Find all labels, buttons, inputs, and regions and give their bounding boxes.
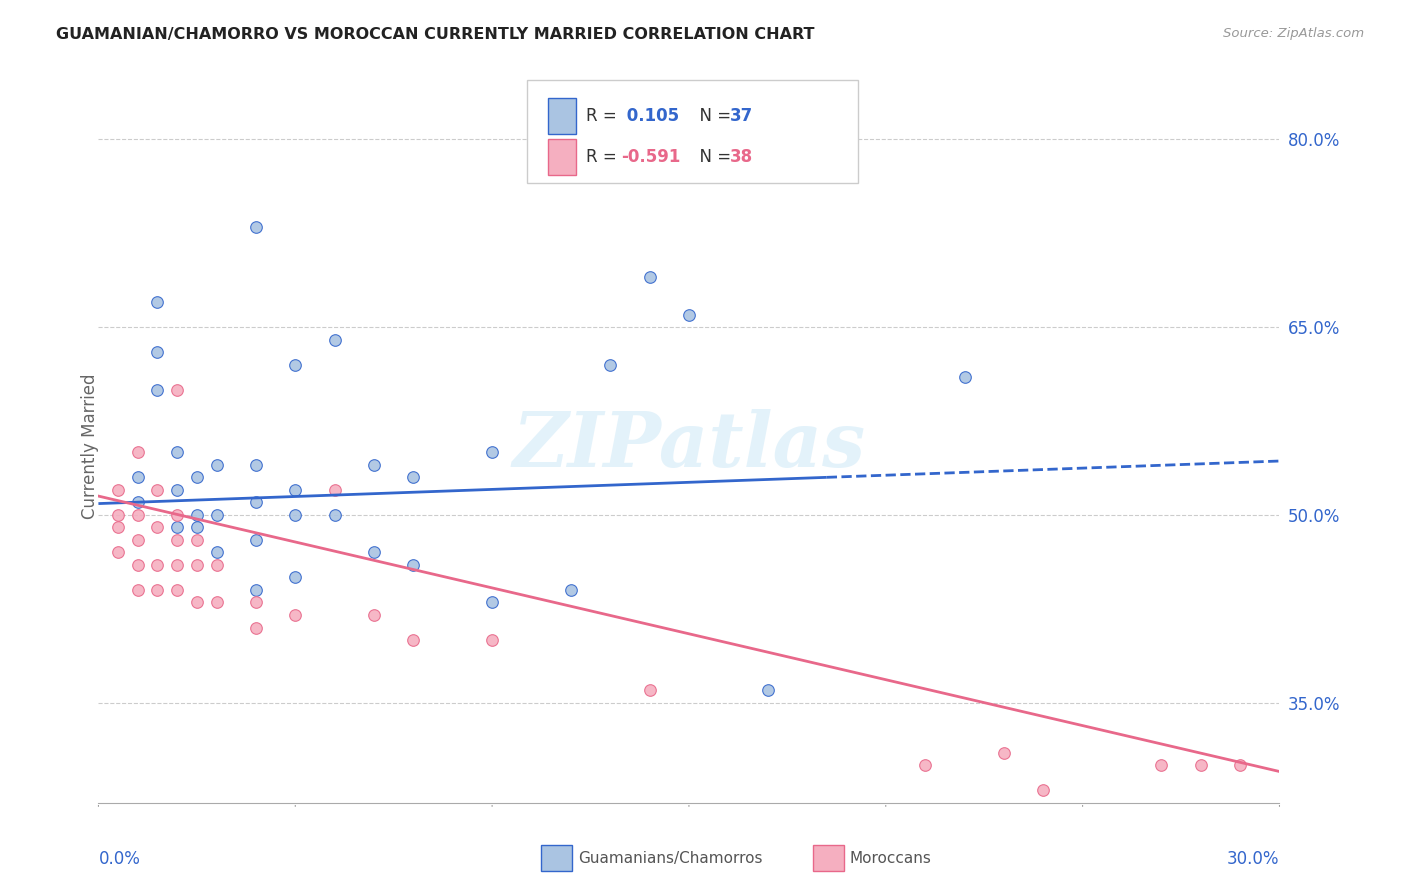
Point [481, 633, 503, 648]
Point [245, 595, 267, 609]
Text: 37: 37 [730, 107, 754, 125]
Point [284, 607, 307, 622]
Point [205, 508, 228, 522]
Point [186, 520, 208, 534]
Point [205, 595, 228, 609]
Point [1189, 758, 1212, 772]
Point [323, 483, 346, 497]
Text: GUAMANIAN/CHAMORRO VS MOROCCAN CURRENTLY MARRIED CORRELATION CHART: GUAMANIAN/CHAMORRO VS MOROCCAN CURRENTLY… [56, 27, 814, 42]
Text: 0.0%: 0.0% [98, 850, 141, 869]
Point [127, 558, 149, 572]
Point [481, 445, 503, 459]
Point [107, 545, 129, 559]
Point [1150, 758, 1173, 772]
Text: ZIPatlas: ZIPatlas [512, 409, 866, 483]
Point [166, 445, 188, 459]
Point [146, 558, 169, 572]
Point [993, 746, 1015, 760]
Point [186, 508, 208, 522]
Point [1229, 758, 1251, 772]
Text: 0.105: 0.105 [621, 107, 679, 125]
Point [146, 295, 169, 310]
Point [245, 621, 267, 635]
Text: 30.0%: 30.0% [1227, 850, 1279, 869]
Point [1071, 808, 1094, 822]
Point [245, 495, 267, 509]
Point [481, 595, 503, 609]
Point [166, 533, 188, 547]
Point [363, 607, 385, 622]
Point [914, 758, 936, 772]
Point [363, 458, 385, 472]
Text: R =: R = [586, 107, 623, 125]
Point [245, 582, 267, 597]
Point [638, 683, 661, 698]
Point [402, 470, 425, 484]
Text: Source: ZipAtlas.com: Source: ZipAtlas.com [1223, 27, 1364, 40]
Point [402, 633, 425, 648]
Point [953, 370, 976, 384]
Point [127, 470, 149, 484]
Point [402, 558, 425, 572]
Point [323, 508, 346, 522]
Point [166, 383, 188, 397]
Text: Guamanians/Chamorros: Guamanians/Chamorros [578, 851, 762, 865]
Text: R =: R = [586, 148, 623, 166]
Point [186, 533, 208, 547]
Point [284, 358, 307, 372]
Text: Moroccans: Moroccans [849, 851, 931, 865]
Point [245, 458, 267, 472]
Point [284, 508, 307, 522]
Text: 38: 38 [730, 148, 752, 166]
Point [166, 582, 188, 597]
Point [127, 445, 149, 459]
Point [166, 520, 188, 534]
Point [146, 483, 169, 497]
Point [1032, 783, 1054, 797]
Point [245, 219, 267, 234]
Text: N =: N = [689, 107, 737, 125]
Point [166, 558, 188, 572]
Point [166, 483, 188, 497]
Point [205, 545, 228, 559]
Point [127, 495, 149, 509]
Point [205, 558, 228, 572]
Point [146, 520, 169, 534]
Point [638, 270, 661, 285]
Point [146, 582, 169, 597]
Point [107, 520, 129, 534]
Point [146, 345, 169, 359]
Point [323, 333, 346, 347]
Text: -0.591: -0.591 [621, 148, 681, 166]
Point [678, 308, 700, 322]
Point [284, 570, 307, 584]
Point [166, 508, 188, 522]
Point [245, 533, 267, 547]
Point [186, 595, 208, 609]
Point [560, 582, 582, 597]
Text: N =: N = [689, 148, 737, 166]
Point [146, 383, 169, 397]
Point [205, 458, 228, 472]
Point [107, 483, 129, 497]
Point [107, 508, 129, 522]
Point [599, 358, 621, 372]
Point [284, 483, 307, 497]
Point [363, 545, 385, 559]
Point [127, 582, 149, 597]
Point [127, 508, 149, 522]
Point [756, 683, 779, 698]
Point [127, 533, 149, 547]
Point [186, 558, 208, 572]
Point [186, 470, 208, 484]
Y-axis label: Currently Married: Currently Married [82, 373, 98, 519]
